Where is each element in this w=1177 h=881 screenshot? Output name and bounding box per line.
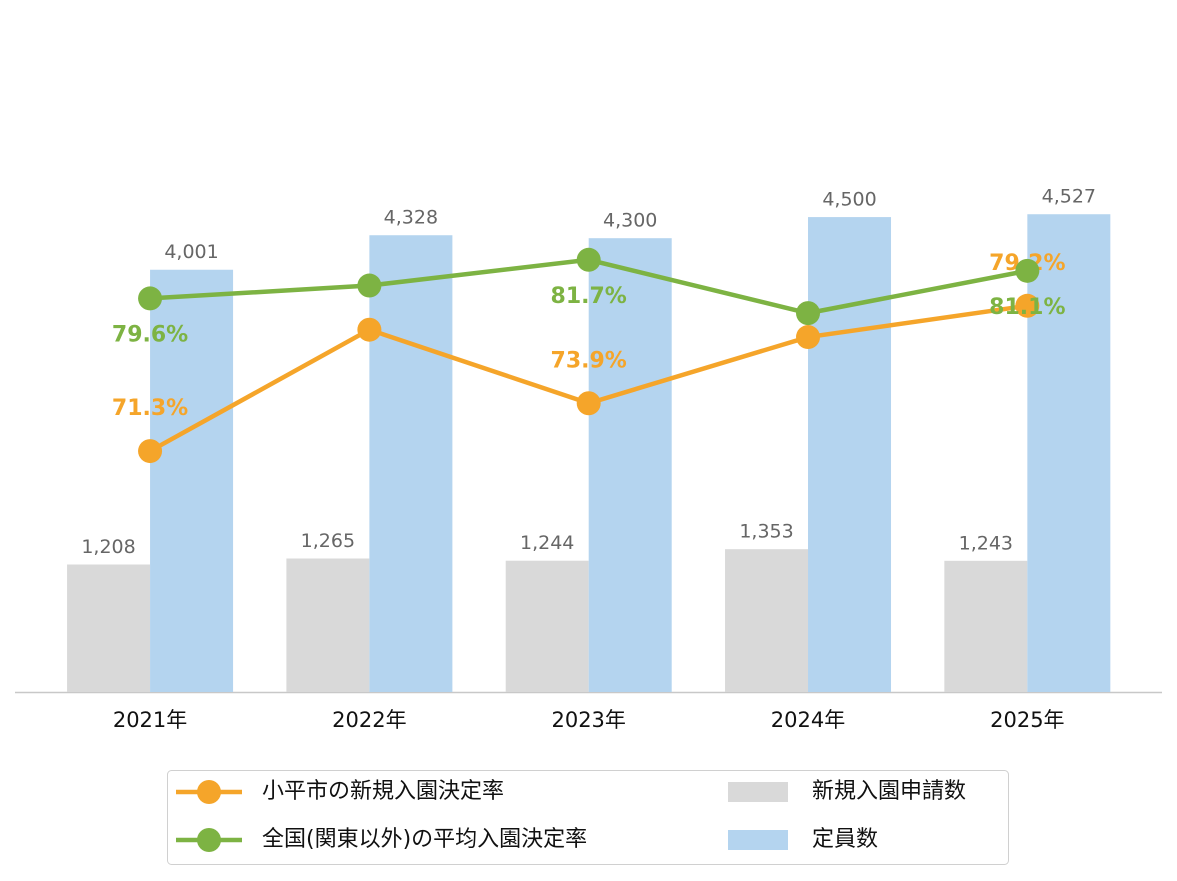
bar (725, 549, 809, 692)
bar (1027, 214, 1111, 692)
bar-value-label: 1,208 (81, 536, 135, 558)
bar (588, 238, 672, 692)
legend-swatch (728, 830, 788, 850)
line-marker (357, 273, 382, 298)
bar (369, 235, 453, 692)
line-marker (576, 247, 601, 272)
bar (808, 217, 892, 693)
line-marker (138, 439, 163, 464)
legend-label: 定員数 (812, 827, 878, 852)
bar-value-label: 1,243 (959, 532, 1013, 554)
line-value-label: 73.9% (551, 348, 627, 373)
legend-label: 小平市の新規入園決定率 (262, 779, 504, 804)
legend-label: 全国(関東以外)の平均入園決定率 (262, 827, 587, 852)
bar-value-label: 1,244 (520, 532, 574, 554)
legend-label: 新規入園申請数 (812, 779, 966, 804)
legend-marker (197, 828, 221, 852)
bar (286, 558, 370, 692)
bar-value-label: 4,001 (164, 241, 218, 263)
line-value-label: 81.7% (551, 284, 627, 309)
line-marker (1015, 258, 1040, 283)
bar (944, 560, 1028, 692)
bar-value-label: 4,300 (603, 210, 657, 232)
bar-value-label: 1,353 (739, 521, 793, 543)
legend-swatch (728, 782, 788, 802)
line-value-label: 79.6% (112, 322, 188, 347)
line-marker (796, 325, 821, 350)
legend-marker (197, 780, 221, 804)
x-tick-label: 2025年 (990, 708, 1064, 732)
line-marker (1015, 293, 1040, 318)
line-marker (796, 301, 821, 326)
line-marker (138, 286, 163, 311)
bar (505, 560, 589, 692)
bar-value-label: 4,328 (384, 207, 438, 229)
line-marker (576, 391, 601, 416)
bar (150, 269, 234, 692)
line-marker (357, 317, 382, 342)
x-tick-label: 2023年 (551, 708, 625, 732)
bar-value-label: 4,500 (822, 189, 876, 211)
line (148, 303, 1028, 454)
bar (67, 564, 151, 692)
bar-value-label: 4,527 (1042, 186, 1096, 208)
bar-value-label: 1,265 (301, 530, 355, 552)
x-tick-label: 2022年 (332, 708, 406, 732)
x-tick-label: 2021年 (113, 708, 187, 732)
line-value-label: 71.3% (112, 396, 188, 421)
line-value-label: 81.1% (989, 295, 1065, 320)
x-tick-label: 2024年 (771, 708, 845, 732)
legend-box (167, 770, 1009, 865)
